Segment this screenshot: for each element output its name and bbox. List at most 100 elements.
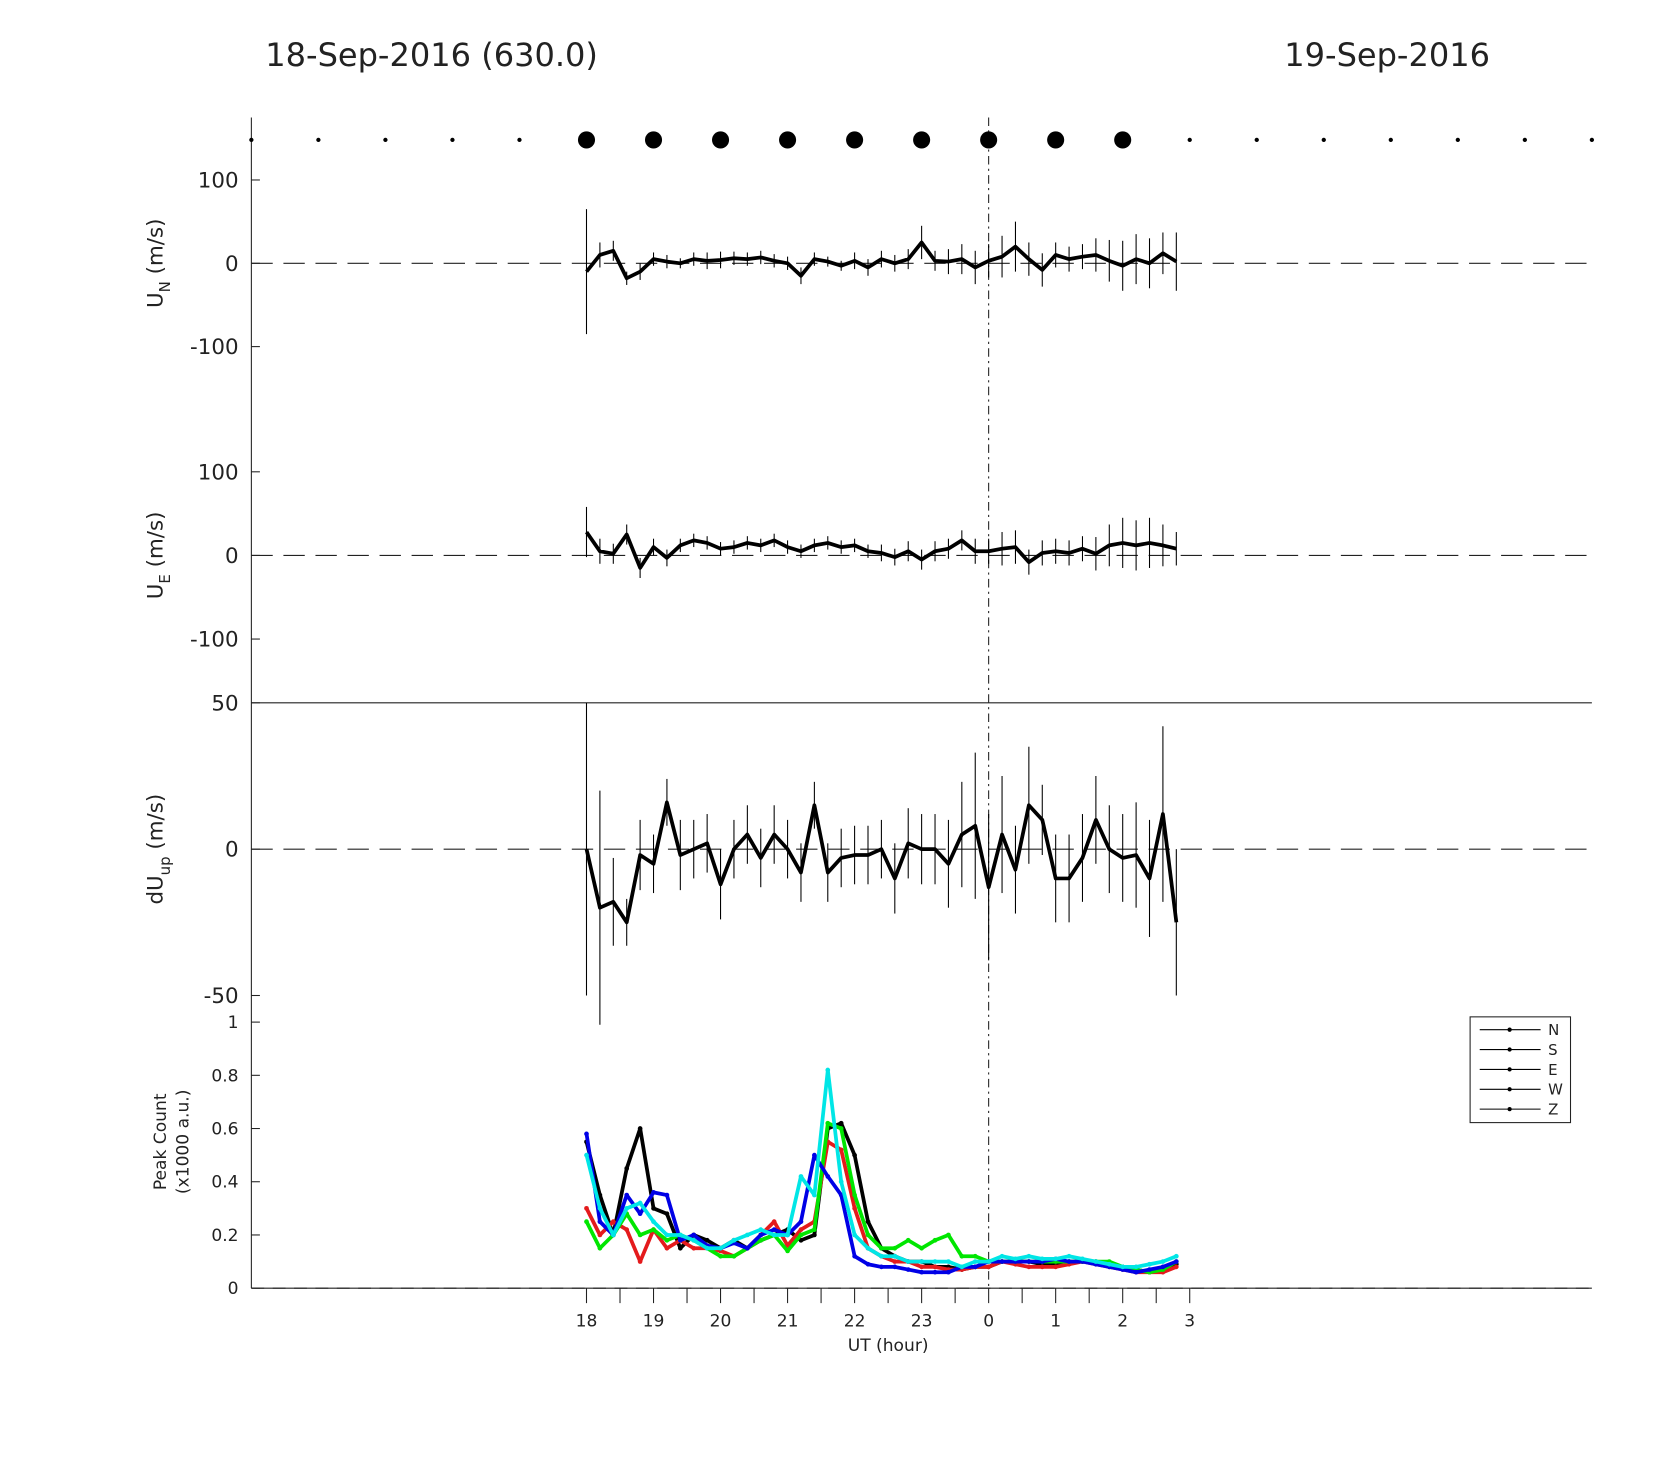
series-marker (825, 1174, 831, 1179)
x-tick-label: 1 (1050, 1312, 1061, 1332)
series-marker (771, 1227, 777, 1232)
y-tick-label: 50 (211, 691, 238, 716)
series-marker (865, 1245, 871, 1251)
series-marker (1133, 1264, 1139, 1270)
series-marker (999, 1253, 1005, 1259)
series-marker (758, 1232, 764, 1238)
sky-dot (846, 131, 864, 149)
series-marker (1147, 1267, 1152, 1272)
series-marker (838, 1120, 844, 1126)
series-marker (879, 1264, 884, 1270)
sky-dot (517, 137, 522, 143)
y-label-main: U (144, 292, 169, 308)
series-marker (1066, 1259, 1072, 1264)
x-tick-label: 20 (710, 1312, 732, 1332)
series-marker (584, 1205, 589, 1211)
series-marker (852, 1253, 857, 1259)
sky-dot (1187, 137, 1192, 143)
y-label-main: dU (144, 875, 169, 904)
series-marker (812, 1152, 817, 1158)
sky-dot (1114, 131, 1132, 149)
series-marker (718, 1253, 723, 1259)
series-marker (919, 1264, 924, 1270)
y-label-unit: (m/s) (144, 512, 169, 575)
y-label-sub: N (156, 281, 174, 292)
series-marker (1106, 1261, 1112, 1267)
series-marker (691, 1245, 697, 1251)
sky-dot (577, 131, 596, 149)
header-right: 19-Sep-2016 (1284, 36, 1490, 74)
series-marker (879, 1253, 884, 1259)
series-marker (852, 1152, 857, 1158)
series-marker (637, 1200, 643, 1206)
y-label-main: U (144, 584, 169, 600)
series-marker (838, 1179, 844, 1185)
series-marker (1173, 1253, 1179, 1259)
series-marker (1173, 1259, 1179, 1264)
series-marker (905, 1237, 911, 1243)
series-marker (624, 1227, 630, 1232)
legend-marker (1507, 1067, 1512, 1072)
series-marker (785, 1248, 790, 1254)
series-marker (986, 1259, 991, 1264)
series-marker (1120, 1264, 1126, 1270)
sky-dot (1254, 137, 1259, 143)
data-line (585, 530, 1177, 570)
series-marker (1053, 1264, 1059, 1270)
series-marker (758, 1227, 764, 1232)
y-label-sub: E (156, 574, 174, 583)
series-marker (919, 1245, 924, 1251)
series-marker (932, 1259, 938, 1264)
legend-label: N (1548, 1021, 1559, 1039)
series-marker (731, 1253, 737, 1259)
x-tick-label: 23 (911, 1312, 933, 1332)
series-marker (664, 1232, 670, 1238)
y-axis-label: Peak Count (151, 1093, 171, 1190)
series-marker (905, 1267, 911, 1272)
series-marker (597, 1219, 603, 1225)
y-tick-label: 100 (198, 460, 239, 485)
series-marker (691, 1232, 697, 1238)
series-marker (597, 1232, 603, 1238)
y-label-unit: (m/s) (144, 219, 169, 282)
sky-dot (1522, 137, 1527, 143)
series-marker (879, 1245, 884, 1251)
y-tick-label: 0 (225, 544, 239, 569)
y-tick-label: 0.4 (211, 1173, 238, 1193)
series-marker (664, 1211, 670, 1217)
sky-dot (1047, 131, 1065, 149)
series-marker (651, 1190, 656, 1195)
series-marker (798, 1227, 804, 1232)
legend-marker (1507, 1087, 1512, 1092)
series-marker (771, 1232, 777, 1238)
series-marker (637, 1211, 643, 1217)
series-marker (1026, 1264, 1032, 1270)
series-marker (986, 1264, 991, 1270)
x-tick-label: 19 (643, 1312, 665, 1332)
series-marker (785, 1232, 790, 1238)
sky-dot (450, 137, 455, 143)
series-marker (1039, 1256, 1045, 1262)
series-marker (892, 1253, 898, 1259)
series-marker (1053, 1256, 1059, 1262)
series-marker (664, 1245, 670, 1251)
x-axis-label: UT (hour) (848, 1336, 929, 1356)
series-marker (892, 1245, 898, 1251)
legend-label: E (1548, 1061, 1557, 1079)
x-tick-label: 3 (1184, 1312, 1195, 1332)
series-marker (972, 1259, 978, 1264)
series-marker (892, 1259, 898, 1264)
series-marker (932, 1264, 938, 1270)
y-tick-label: 100 (198, 168, 239, 193)
series-marker (677, 1232, 683, 1238)
series-marker (624, 1166, 630, 1171)
series-marker (584, 1131, 589, 1137)
series-marker (1026, 1253, 1032, 1259)
x-tick-label: 2 (1117, 1312, 1128, 1332)
series-marker (865, 1261, 871, 1267)
series-marker (1160, 1259, 1166, 1264)
sky-dot (1455, 137, 1460, 143)
series-marker (1160, 1264, 1166, 1270)
series-marker (812, 1227, 817, 1232)
